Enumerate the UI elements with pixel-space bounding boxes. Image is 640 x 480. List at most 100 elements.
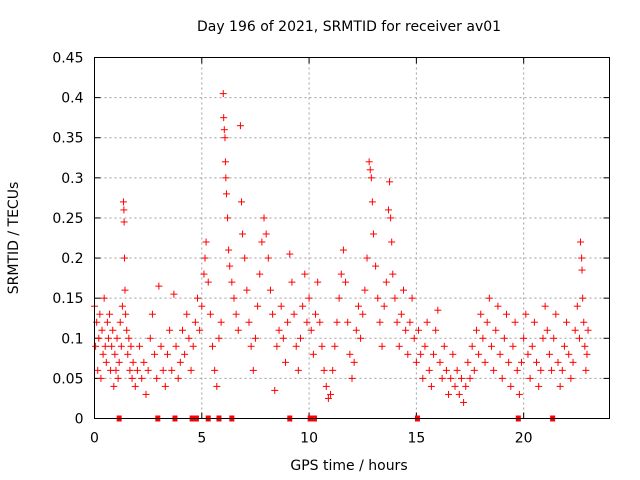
data-point bbox=[393, 318, 401, 326]
data-point bbox=[366, 166, 374, 174]
data-point bbox=[155, 282, 163, 290]
data-point bbox=[487, 342, 495, 350]
data-point bbox=[116, 318, 124, 326]
data-point bbox=[563, 318, 571, 326]
data-point bbox=[348, 374, 356, 382]
data-point bbox=[103, 318, 111, 326]
data-point bbox=[462, 382, 470, 390]
data-point bbox=[146, 334, 154, 342]
data-point bbox=[389, 270, 397, 278]
data-point bbox=[552, 310, 560, 318]
data-point bbox=[410, 334, 418, 342]
data-point bbox=[445, 390, 453, 398]
x-tick-label: 15 bbox=[407, 431, 425, 447]
data-point bbox=[236, 122, 244, 130]
data-point bbox=[430, 350, 438, 358]
data-point bbox=[468, 342, 476, 350]
data-point bbox=[110, 382, 118, 390]
y-tick-label: 0.15 bbox=[52, 291, 83, 307]
data-point bbox=[464, 358, 472, 366]
y-tick-label: 0.4 bbox=[61, 91, 83, 107]
data-point bbox=[115, 358, 123, 366]
data-point bbox=[363, 254, 371, 262]
data-point bbox=[181, 350, 189, 358]
data-point bbox=[260, 214, 268, 222]
data-point bbox=[408, 294, 416, 302]
data-point bbox=[187, 366, 195, 374]
data-point bbox=[368, 198, 376, 206]
data-point bbox=[228, 278, 236, 286]
data-point bbox=[148, 310, 156, 318]
data-point bbox=[113, 334, 121, 342]
data-point bbox=[249, 366, 257, 374]
data-point bbox=[136, 342, 144, 350]
data-point bbox=[526, 374, 534, 382]
data-point bbox=[515, 390, 523, 398]
data-point bbox=[101, 342, 109, 350]
data-point bbox=[209, 342, 217, 350]
data-point bbox=[453, 366, 461, 374]
data-point bbox=[121, 286, 129, 294]
data-point bbox=[490, 366, 498, 374]
data-point bbox=[419, 374, 427, 382]
data-point bbox=[201, 254, 209, 262]
data-point bbox=[161, 382, 169, 390]
data-point bbox=[303, 318, 311, 326]
data-point bbox=[217, 318, 225, 326]
data-point bbox=[421, 342, 429, 350]
data-point bbox=[378, 342, 386, 350]
data-point bbox=[241, 254, 249, 262]
data-point bbox=[112, 366, 120, 374]
data-point bbox=[520, 334, 528, 342]
data-point bbox=[524, 350, 532, 358]
data-point bbox=[163, 350, 171, 358]
data-point bbox=[350, 358, 358, 366]
y-tick-label: 0.3 bbox=[61, 171, 83, 187]
x-tick-label: 0 bbox=[90, 431, 99, 447]
data-point bbox=[314, 278, 322, 286]
data-point bbox=[316, 318, 324, 326]
data-point bbox=[423, 318, 431, 326]
data-point bbox=[438, 374, 446, 382]
data-point bbox=[284, 318, 292, 326]
data-point bbox=[126, 366, 134, 374]
data-point bbox=[485, 294, 493, 302]
data-point bbox=[239, 230, 247, 238]
data-point bbox=[518, 358, 526, 366]
data-point bbox=[230, 294, 238, 302]
data-point bbox=[357, 334, 365, 342]
data-point bbox=[189, 342, 197, 350]
data-point bbox=[202, 238, 210, 246]
data-point bbox=[545, 350, 553, 358]
data-point bbox=[111, 350, 119, 358]
data-point bbox=[98, 326, 106, 334]
y-tick-label: 0.05 bbox=[52, 371, 83, 387]
data-point bbox=[395, 342, 403, 350]
data-point bbox=[117, 342, 125, 350]
y-tick-label: 0.45 bbox=[52, 51, 83, 67]
data-point bbox=[442, 366, 450, 374]
data-point bbox=[573, 302, 581, 310]
data-point bbox=[125, 334, 133, 342]
data-point bbox=[170, 290, 178, 298]
data-point bbox=[583, 350, 591, 358]
data-point bbox=[550, 334, 558, 342]
data-point bbox=[168, 366, 176, 374]
data-point bbox=[528, 342, 536, 350]
data-point bbox=[121, 254, 129, 262]
data-point bbox=[397, 310, 405, 318]
data-point bbox=[128, 374, 136, 382]
data-point bbox=[558, 366, 566, 374]
data-point bbox=[387, 214, 395, 222]
data-point bbox=[565, 350, 573, 358]
data-point bbox=[307, 326, 315, 334]
data-point bbox=[92, 342, 100, 350]
data-point bbox=[571, 326, 579, 334]
data-point bbox=[196, 326, 204, 334]
data-point bbox=[412, 358, 420, 366]
data-point bbox=[299, 302, 307, 310]
data-point bbox=[322, 382, 330, 390]
data-point bbox=[219, 90, 227, 98]
y-tick-label: 0.35 bbox=[52, 131, 83, 147]
